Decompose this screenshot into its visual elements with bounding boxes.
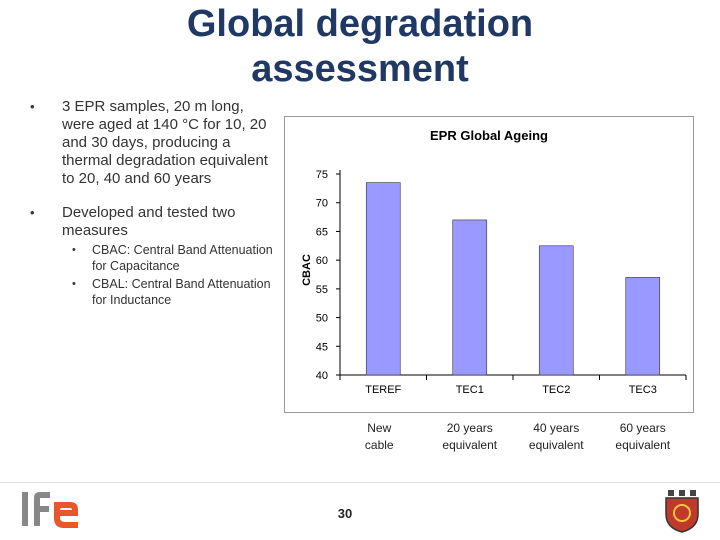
equivalence-annotation: 60 years	[620, 421, 666, 435]
sub-bullet-text: CBAL: Central Band Attenuation for Induc…	[92, 277, 271, 307]
bullet-text: Developed and tested two measures	[62, 204, 236, 239]
y-tick-label: 75	[316, 169, 328, 181]
bullet-list: • 3 EPR samples, 20 m long, were aged at…	[30, 98, 280, 324]
y-tick-label: 45	[316, 341, 328, 353]
y-tick-label: 70	[316, 198, 328, 210]
page-number: 30	[337, 506, 353, 521]
x-tick-label: TEC3	[629, 384, 657, 396]
y-tick-label: 50	[316, 313, 328, 325]
y-tick-label: 65	[316, 226, 328, 238]
logo-battlement	[668, 490, 674, 496]
y-tick-label: 55	[316, 284, 328, 296]
logo-letter-e	[54, 502, 78, 528]
slide-title: Global degradation assessment	[186, 3, 534, 90]
halden-reactor-logo	[665, 490, 699, 533]
bullet-glyph: •	[30, 99, 35, 114]
bullet-glyph: •	[72, 278, 76, 290]
logo-battlement	[690, 490, 696, 496]
bar-tec1	[452, 219, 488, 376]
logo-letter-f	[34, 492, 50, 526]
footer-divider	[0, 482, 720, 483]
bar-tec2	[538, 245, 574, 376]
sub-bullet-text: CBAC: Central Band Attenuation for Capac…	[92, 243, 273, 273]
bar-tec3	[625, 277, 661, 376]
equivalence-annotation: equivalent	[529, 438, 584, 452]
equivalence-annotation: cable	[365, 438, 394, 452]
logo-battlement	[679, 490, 685, 496]
equivalence-annotation: 40 years	[533, 421, 579, 435]
y-axis-label: CBAC	[301, 254, 313, 286]
logo-bar-i	[22, 492, 28, 526]
plot-area: 40 45 50 55 60 65 70 75 TEREF New cable TEC1 20 year…	[316, 169, 687, 452]
equivalence-annotation: 20 years	[447, 421, 493, 435]
ife-logo	[22, 492, 78, 528]
sub-bullet-item: • CBAC: Central Band Attenuation for Cap…	[30, 242, 280, 274]
bullet-glyph: •	[72, 244, 76, 256]
chart-title: EPR Global Ageing	[430, 128, 548, 143]
x-tick-label: TEC1	[456, 384, 484, 396]
equivalence-annotation: New	[367, 421, 391, 435]
bar-chart: EPR Global Ageing CBAC 40 45 50 55 60 65 70 75 T…	[301, 128, 687, 452]
bullet-text: 3 EPR samples, 20 m long, were aged at 1…	[62, 98, 268, 187]
logo-emblem	[673, 504, 691, 522]
bar-teref	[365, 182, 401, 376]
y-tick-label: 60	[316, 255, 328, 267]
equivalence-annotation: equivalent	[442, 438, 497, 452]
logo-shield	[665, 497, 699, 533]
x-tick-label: TEREF	[365, 384, 401, 396]
bullet-item: • 3 EPR samples, 20 m long, were aged at…	[30, 98, 280, 188]
y-tick-label: 40	[316, 370, 328, 382]
x-tick-label: TEC2	[542, 384, 570, 396]
sub-bullet-item: • CBAL: Central Band Attenuation for Ind…	[30, 276, 280, 308]
bullet-glyph: •	[30, 205, 35, 220]
bullet-item: • Developed and tested two measures • CB…	[30, 204, 280, 308]
equivalence-annotation: equivalent	[615, 438, 670, 452]
